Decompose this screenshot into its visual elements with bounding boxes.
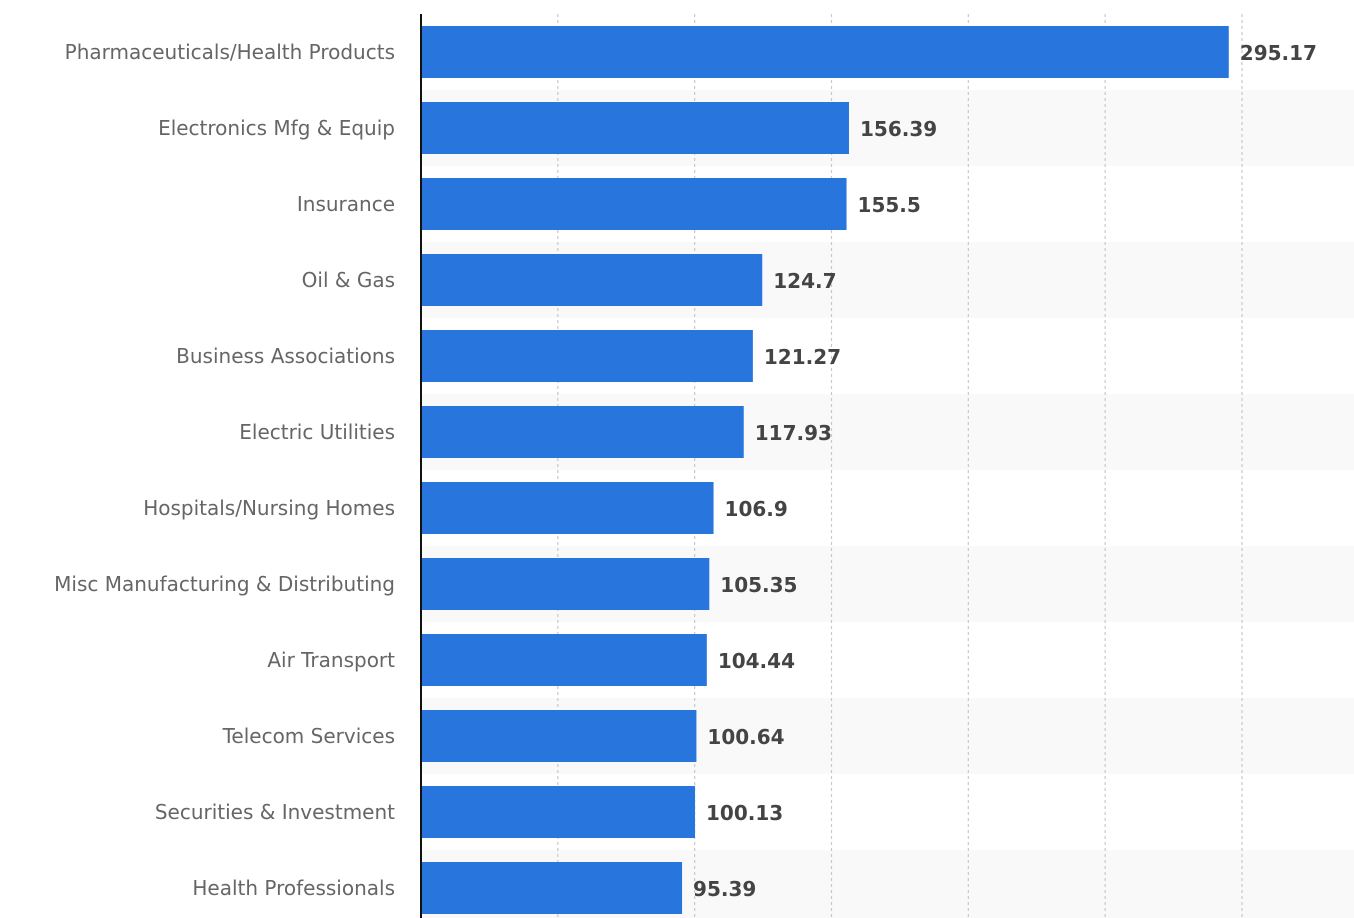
bar[interactable] bbox=[421, 634, 707, 686]
category-label: Telecom Services bbox=[222, 724, 395, 748]
category-label: Insurance bbox=[297, 192, 395, 216]
value-label: 100.13 bbox=[706, 801, 783, 825]
value-label: 156.39 bbox=[860, 117, 937, 141]
bar[interactable] bbox=[421, 406, 744, 458]
category-labels: Pharmaceuticals/Health Products Electroni… bbox=[54, 40, 395, 900]
bar[interactable] bbox=[421, 482, 714, 534]
value-label: 295.17 bbox=[1240, 41, 1317, 65]
value-label: 105.35 bbox=[720, 573, 797, 597]
category-label: Oil & Gas bbox=[302, 268, 395, 292]
bar[interactable] bbox=[421, 330, 753, 382]
category-label: Electronics Mfg & Equip bbox=[158, 116, 395, 140]
bar[interactable] bbox=[421, 254, 763, 306]
bar[interactable] bbox=[421, 558, 710, 610]
category-label: Air Transport bbox=[267, 648, 395, 672]
value-label: 121.27 bbox=[764, 345, 841, 369]
category-label: Health Professionals bbox=[192, 876, 395, 900]
bar[interactable] bbox=[421, 178, 847, 230]
value-label: 100.64 bbox=[707, 725, 784, 749]
category-label: Hospitals/Nursing Homes bbox=[143, 496, 395, 520]
bar[interactable] bbox=[421, 102, 849, 154]
bar[interactable] bbox=[421, 710, 697, 762]
category-label: Pharmaceuticals/Health Products bbox=[65, 40, 395, 64]
value-label: 124.7 bbox=[773, 269, 836, 293]
bar[interactable] bbox=[421, 862, 683, 914]
gridlines bbox=[557, 14, 1243, 918]
category-label: Securities & Investment bbox=[155, 800, 395, 824]
bars bbox=[421, 26, 1229, 914]
category-label: Misc Manufacturing & Distributing bbox=[54, 572, 395, 596]
value-label: 155.5 bbox=[858, 193, 921, 217]
bar[interactable] bbox=[421, 26, 1229, 78]
value-label: 104.44 bbox=[718, 649, 795, 673]
category-label: Business Associations bbox=[176, 344, 395, 368]
value-label: 117.93 bbox=[755, 421, 832, 445]
value-label: 106.9 bbox=[725, 497, 788, 521]
category-label: Electric Utilities bbox=[239, 420, 395, 444]
value-label: 95.39 bbox=[693, 877, 756, 901]
value-labels: 295.17 156.39 155.5 124.7 121.27 117.93 106.9 1… bbox=[693, 41, 1317, 901]
bar[interactable] bbox=[421, 786, 696, 838]
